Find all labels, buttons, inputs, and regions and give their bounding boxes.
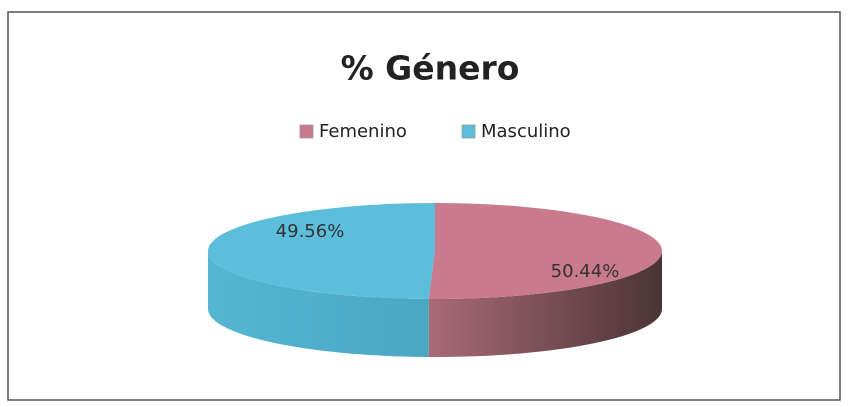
data-label: 50.44% [551,261,620,282]
slice [208,203,435,299]
slice-side [208,251,429,357]
legend-label: Femenino [319,121,407,142]
legend-label: Masculino [481,121,571,142]
pie: 50.44% 49.56% [208,203,663,357]
chart-title: % Género [341,49,520,88]
slice [428,203,663,299]
data-label: 49.56% [276,221,345,242]
slice-side [428,251,662,357]
legend-swatch [461,124,476,139]
legend-swatch [299,124,314,139]
legend: Femenino Masculino [299,121,571,142]
